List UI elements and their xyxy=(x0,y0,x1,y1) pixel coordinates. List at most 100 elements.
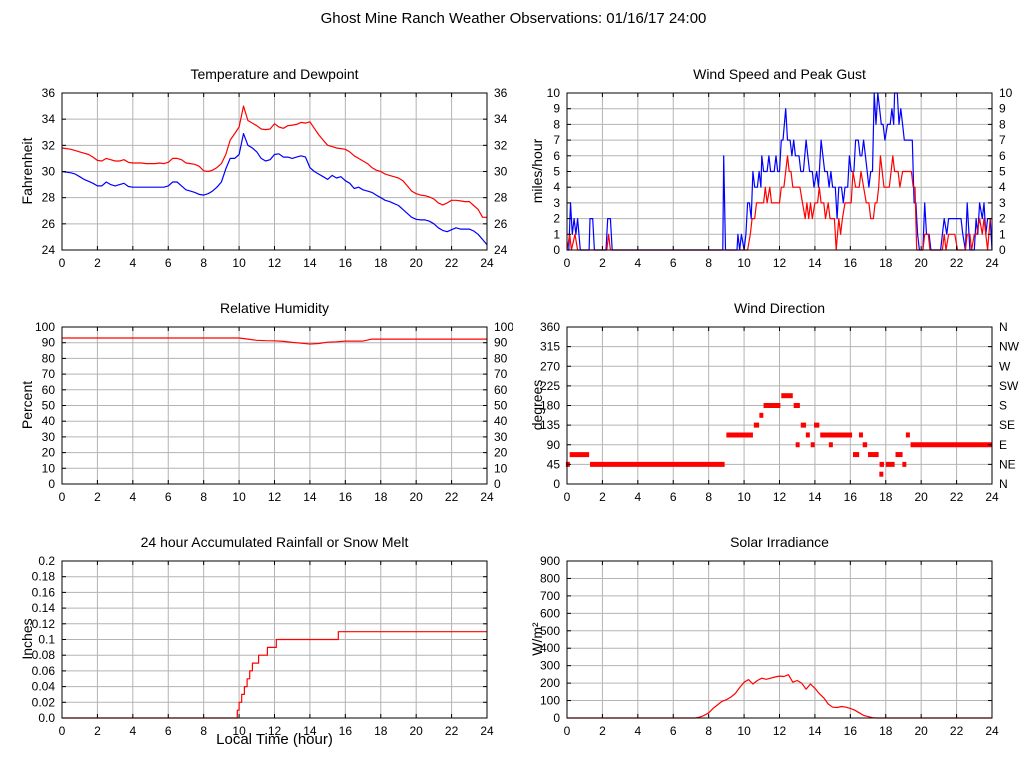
svg-text:400: 400 xyxy=(540,641,560,655)
svg-text:12: 12 xyxy=(773,724,787,738)
svg-text:4: 4 xyxy=(999,180,1006,194)
svg-text:8: 8 xyxy=(200,490,207,504)
svg-text:9: 9 xyxy=(999,102,1006,116)
svg-text:20: 20 xyxy=(914,490,928,504)
svg-text:2: 2 xyxy=(94,490,101,504)
svg-text:0.1: 0.1 xyxy=(38,633,55,647)
svg-text:8: 8 xyxy=(200,724,207,738)
svg-text:18: 18 xyxy=(879,724,893,738)
svg-text:10: 10 xyxy=(999,86,1013,100)
svg-text:90: 90 xyxy=(547,438,561,452)
svg-text:2: 2 xyxy=(553,212,560,226)
svg-text:6: 6 xyxy=(670,724,677,738)
svg-text:24: 24 xyxy=(494,243,508,257)
svg-text:50: 50 xyxy=(494,399,508,413)
chart-title-wind-speed-gust: Wind Speed and Peak Gust xyxy=(693,66,866,82)
chart-wind-speed-gust: 0 2 4 6 8 10 12 14 16 18 20 22 24 0 0 1 1 2 2 3 3 4 4 5 5 6 6 7 7 8 8 9… xyxy=(513,60,1027,294)
svg-text:E: E xyxy=(999,438,1007,452)
svg-text:70: 70 xyxy=(42,367,56,381)
y-axis-label-percent: Percent xyxy=(19,380,35,430)
svg-text:18: 18 xyxy=(374,256,388,270)
svg-text:900: 900 xyxy=(540,554,560,568)
chart-title-temperature-dewpoint: Temperature and Dewpoint xyxy=(190,66,359,82)
svg-text:18: 18 xyxy=(879,256,893,270)
svg-text:8: 8 xyxy=(705,256,712,270)
svg-text:20: 20 xyxy=(409,490,423,504)
x-axis-label-local-time: Local Time (hour) xyxy=(216,731,333,748)
solar-irradiance-plot-canvas: 0 2 4 6 8 10 12 14 16 18 20 22 240100200300400500600… xyxy=(540,554,999,738)
svg-text:6: 6 xyxy=(165,490,172,504)
y-axis-label-inches: Inches xyxy=(19,618,35,660)
svg-text:22: 22 xyxy=(445,724,459,738)
svg-text:NE: NE xyxy=(999,457,1016,471)
svg-text:315: 315 xyxy=(540,340,560,354)
svg-text:2: 2 xyxy=(599,490,606,504)
svg-text:0: 0 xyxy=(494,477,501,491)
svg-text:3: 3 xyxy=(999,196,1006,210)
svg-text:0: 0 xyxy=(564,256,571,270)
svg-text:6: 6 xyxy=(670,490,677,504)
svg-text:0: 0 xyxy=(553,477,560,491)
svg-text:10: 10 xyxy=(737,490,751,504)
svg-text:6: 6 xyxy=(165,256,172,270)
svg-text:24: 24 xyxy=(480,256,494,270)
svg-text:6: 6 xyxy=(670,256,677,270)
y-axis-label-w-per-m2: W/m² xyxy=(529,622,545,656)
svg-text:9: 9 xyxy=(553,102,560,116)
svg-text:30: 30 xyxy=(494,165,508,179)
svg-text:100: 100 xyxy=(35,320,55,334)
svg-text:10: 10 xyxy=(232,256,246,270)
svg-text:8: 8 xyxy=(999,117,1006,131)
svg-text:1: 1 xyxy=(999,227,1006,241)
svg-text:20: 20 xyxy=(494,446,508,460)
svg-text:34: 34 xyxy=(42,112,56,126)
svg-text:36: 36 xyxy=(494,86,508,100)
chart-wind-direction: 0 2 4 6 8 10 12 14 16 18 20 22 24 0 N 45 NE 90 E 135 SE 180 S 2… xyxy=(513,294,1027,528)
svg-text:0.06: 0.06 xyxy=(32,664,56,678)
svg-text:20: 20 xyxy=(914,256,928,270)
svg-text:12: 12 xyxy=(773,256,787,270)
svg-text:16: 16 xyxy=(339,256,353,270)
svg-text:90: 90 xyxy=(42,336,56,350)
svg-text:100: 100 xyxy=(540,694,560,708)
svg-text:360: 360 xyxy=(540,320,560,334)
svg-text:0.02: 0.02 xyxy=(32,695,56,709)
svg-text:4: 4 xyxy=(129,490,136,504)
svg-text:0: 0 xyxy=(999,243,1006,257)
svg-text:0: 0 xyxy=(48,477,55,491)
svg-text:SE: SE xyxy=(999,418,1015,432)
svg-text:0.14: 0.14 xyxy=(32,601,56,615)
chart-title-solar-irradiance: Solar Irradiance xyxy=(730,534,829,550)
svg-text:14: 14 xyxy=(808,490,822,504)
svg-text:14: 14 xyxy=(303,724,317,738)
svg-text:12: 12 xyxy=(773,490,787,504)
y-axis-label-fahrenheit: Fahrenheit xyxy=(19,137,35,205)
rainfall-plot-canvas: 0 2 4 6 8 10 12 14 16 18 20 22 240.00.020.040.060.08… xyxy=(32,554,494,738)
svg-text:60: 60 xyxy=(494,383,508,397)
svg-text:6: 6 xyxy=(165,724,172,738)
chart-title-relative-humidity: Relative Humidity xyxy=(220,300,329,316)
chart-solar-irradiance: 0 2 4 6 8 10 12 14 16 18 20 22 24 0 100 200 300 400 500 600… xyxy=(513,528,1027,772)
svg-text:N: N xyxy=(999,320,1008,334)
svg-text:16: 16 xyxy=(844,724,858,738)
svg-text:40: 40 xyxy=(494,414,508,428)
svg-text:10: 10 xyxy=(232,724,246,738)
svg-text:0: 0 xyxy=(59,256,66,270)
svg-text:22: 22 xyxy=(950,724,964,738)
svg-text:20: 20 xyxy=(409,256,423,270)
svg-text:W: W xyxy=(999,359,1011,373)
svg-text:0: 0 xyxy=(59,490,66,504)
svg-text:16: 16 xyxy=(844,256,858,270)
svg-text:18: 18 xyxy=(374,724,388,738)
y-axis-label-degrees: degrees xyxy=(529,379,545,431)
svg-text:8: 8 xyxy=(200,256,207,270)
svg-text:800: 800 xyxy=(540,571,560,585)
svg-text:1: 1 xyxy=(553,227,560,241)
svg-text:7: 7 xyxy=(553,133,560,147)
svg-text:22: 22 xyxy=(445,490,459,504)
svg-text:100: 100 xyxy=(494,320,513,334)
svg-text:70: 70 xyxy=(494,367,508,381)
svg-text:28: 28 xyxy=(42,191,56,205)
